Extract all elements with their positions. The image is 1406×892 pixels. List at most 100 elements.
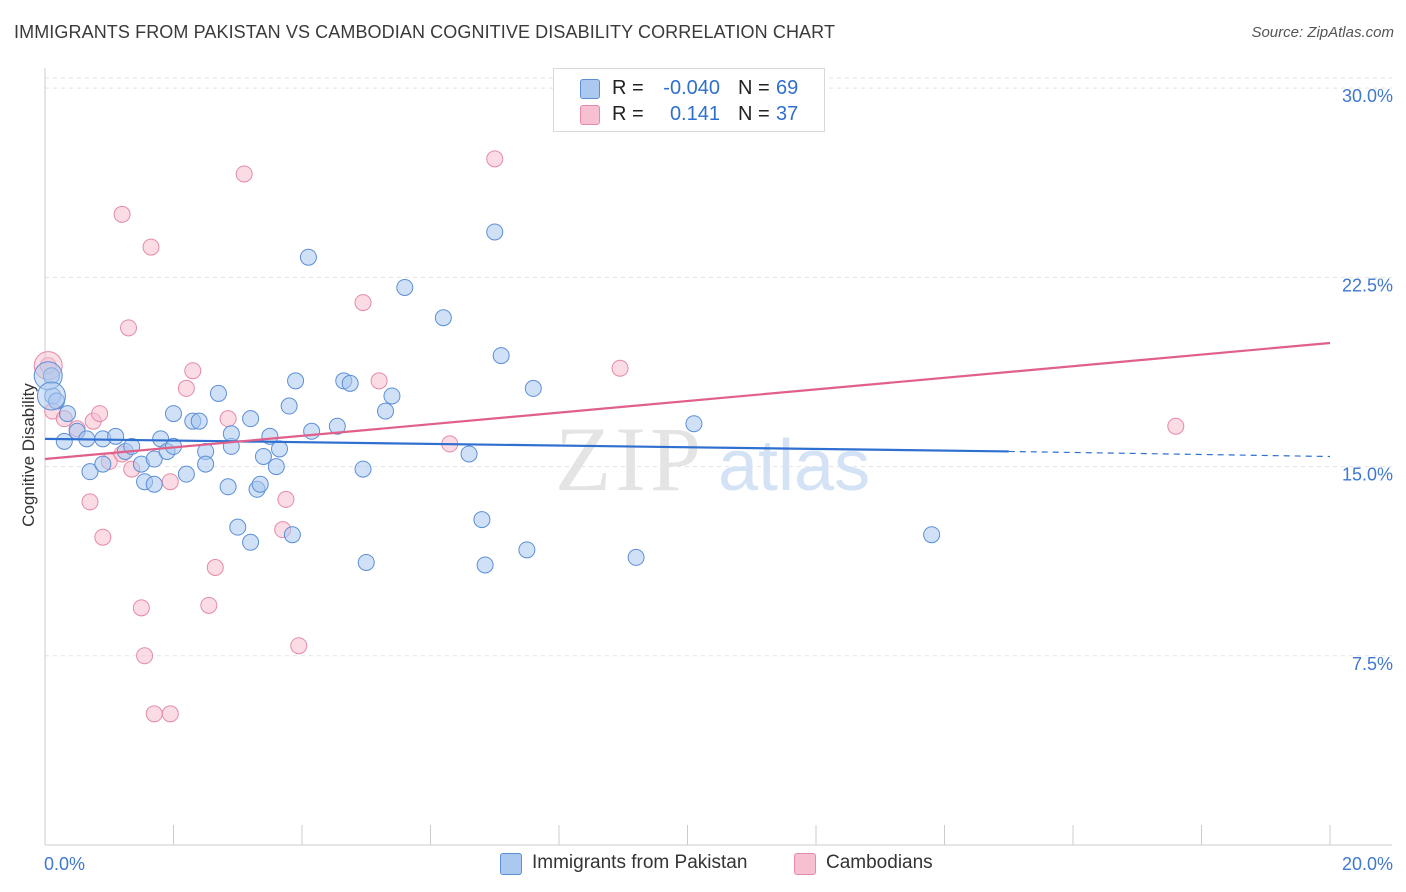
data-point <box>136 647 154 665</box>
data-point <box>120 319 138 337</box>
data-point <box>235 165 253 183</box>
data-point <box>251 475 269 493</box>
data-point <box>290 637 308 655</box>
legend-swatch-cambodians <box>580 105 600 125</box>
data-point <box>370 372 388 390</box>
data-point <box>58 405 76 423</box>
data-point <box>277 490 295 508</box>
legend-n-label: N = <box>738 77 770 99</box>
data-point <box>132 599 150 617</box>
legend-r-label: R = <box>612 77 644 99</box>
data-point <box>341 374 359 392</box>
trend-line-pakistan-extension <box>1008 450 1331 458</box>
data-point <box>685 415 703 433</box>
data-point <box>200 596 218 614</box>
data-point <box>161 473 179 491</box>
data-point <box>145 475 163 493</box>
trend-line-pakistan <box>44 437 1009 453</box>
watermark-zip: ZIP <box>555 408 705 510</box>
bottom-legend-label: Cambodians <box>826 852 933 873</box>
data-point <box>486 150 504 168</box>
data-point <box>81 493 99 511</box>
data-point <box>283 526 301 544</box>
x-tick-label: 0.0% <box>44 854 85 874</box>
legend-row-pakistan: R = -0.040 N = 69 <box>554 75 824 101</box>
data-point <box>280 397 298 415</box>
correlation-legend: R = -0.040 N = 69 R = 0.141 N = 37 <box>553 68 825 132</box>
tick-labels: 7.5% 15.0% 22.5% 30.0% 0.0% 20.0% <box>44 86 1393 874</box>
data-point <box>267 458 285 476</box>
data-point <box>357 553 375 571</box>
data-point <box>94 528 112 546</box>
data-point <box>55 432 73 450</box>
data-point <box>145 705 163 723</box>
bottom-legend-swatch-cambodians <box>794 853 816 875</box>
data-point <box>354 294 372 312</box>
data-point <box>434 309 452 327</box>
axes <box>44 68 1392 846</box>
data-point <box>197 455 215 473</box>
y-tick-label: 7.5% <box>1352 654 1393 674</box>
data-point <box>254 448 272 465</box>
data-point <box>476 556 494 574</box>
data-point <box>354 460 372 478</box>
watermark-atlas: atlas <box>718 426 870 506</box>
data-point <box>261 427 279 445</box>
data-point <box>81 463 99 481</box>
data-point <box>611 359 629 377</box>
data-point <box>91 405 109 423</box>
data-point <box>923 526 941 544</box>
legend-swatch-pakistan <box>580 79 600 99</box>
legend-n-value: 69 <box>776 77 799 99</box>
data-point <box>145 450 163 468</box>
data-point <box>486 223 504 241</box>
source-label: Source: ZipAtlas.com <box>1251 24 1394 41</box>
data-point <box>165 405 182 423</box>
data-point <box>206 559 224 576</box>
data-point <box>1167 417 1185 435</box>
data-point <box>229 518 247 536</box>
y-tick-label: 15.0% <box>1342 465 1393 485</box>
data-point <box>299 248 317 266</box>
bottom-legend-label: Immigrants from Pakistan <box>532 852 748 873</box>
data-point <box>518 541 536 559</box>
data-point <box>242 410 260 428</box>
y-tick-label: 22.5% <box>1342 275 1393 295</box>
legend-row-cambodians: R = 0.141 N = 37 <box>554 101 824 127</box>
chart-title: IMMIGRANTS FROM PAKISTAN VS CAMBODIAN CO… <box>14 22 836 42</box>
data-point <box>492 347 510 365</box>
data-point <box>377 402 395 420</box>
data-point <box>219 478 237 496</box>
data-point <box>328 417 346 435</box>
data-point-large <box>36 381 66 411</box>
data-point <box>524 379 542 397</box>
data-point <box>184 362 202 380</box>
data-point <box>242 533 260 551</box>
data-point <box>190 412 208 430</box>
legend-r-value: 0.141 <box>669 103 720 125</box>
data-point <box>107 427 125 445</box>
data-point <box>287 372 305 390</box>
data-point <box>94 455 112 473</box>
gridlines <box>45 77 1392 657</box>
trend-line-cambodians <box>44 341 1331 461</box>
data-point <box>303 422 321 440</box>
legend-r-label: R = <box>612 103 644 125</box>
data-point <box>177 379 195 397</box>
bottom-legend-swatch-pakistan <box>500 853 522 875</box>
data-point <box>113 205 131 223</box>
data-point <box>177 465 195 483</box>
data-point <box>209 384 227 402</box>
data-point <box>222 425 240 443</box>
legend-r-value: -0.040 <box>663 77 720 99</box>
trend-lines <box>44 341 1331 461</box>
x-tick-label: 20.0% <box>1342 854 1393 874</box>
series-pakistan <box>33 223 941 574</box>
legend-n-value: 37 <box>776 103 799 125</box>
y-tick-label: 30.0% <box>1342 86 1393 106</box>
data-point <box>142 238 160 256</box>
legend-n-label: N = <box>738 103 770 125</box>
watermark: ZIP atlas <box>555 408 870 510</box>
data-point <box>271 440 289 458</box>
